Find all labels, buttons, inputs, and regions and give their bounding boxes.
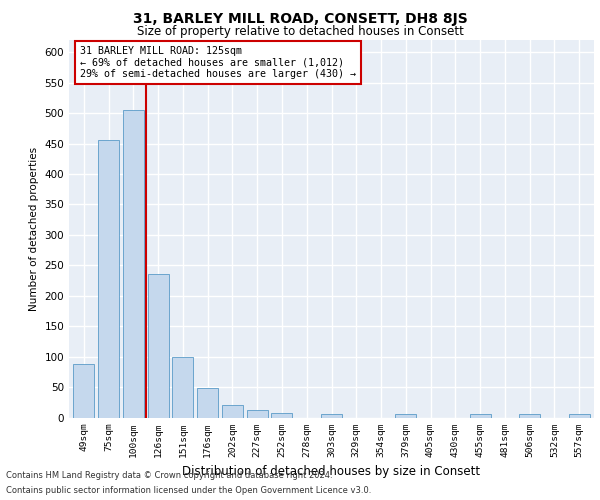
Bar xyxy=(321,414,342,418)
Y-axis label: Number of detached properties: Number of detached properties xyxy=(29,146,39,311)
X-axis label: Distribution of detached houses by size in Consett: Distribution of detached houses by size … xyxy=(182,465,481,478)
Bar xyxy=(569,414,590,418)
Bar xyxy=(470,414,491,418)
Bar xyxy=(172,356,193,418)
Bar xyxy=(98,140,119,417)
Text: 31 BARLEY MILL ROAD: 125sqm
← 69% of detached houses are smaller (1,012)
29% of : 31 BARLEY MILL ROAD: 125sqm ← 69% of det… xyxy=(79,46,355,79)
Bar xyxy=(197,388,218,418)
Bar xyxy=(271,412,292,418)
Bar xyxy=(247,410,268,418)
Bar xyxy=(73,364,94,418)
Bar xyxy=(123,110,144,418)
Text: 31, BARLEY MILL ROAD, CONSETT, DH8 8JS: 31, BARLEY MILL ROAD, CONSETT, DH8 8JS xyxy=(133,12,467,26)
Bar xyxy=(395,414,416,418)
Bar xyxy=(519,414,540,418)
Text: Contains HM Land Registry data © Crown copyright and database right 2024.: Contains HM Land Registry data © Crown c… xyxy=(6,471,332,480)
Text: Contains public sector information licensed under the Open Government Licence v3: Contains public sector information licen… xyxy=(6,486,371,495)
Bar xyxy=(148,274,169,418)
Bar xyxy=(222,406,243,417)
Text: Size of property relative to detached houses in Consett: Size of property relative to detached ho… xyxy=(137,25,463,38)
